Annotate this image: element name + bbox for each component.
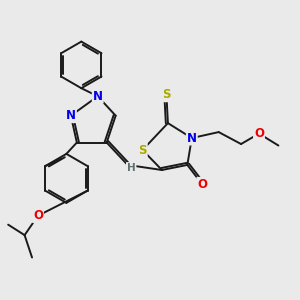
Text: H: H — [127, 163, 136, 173]
Text: N: N — [66, 109, 76, 122]
Text: O: O — [254, 127, 264, 140]
Text: S: S — [138, 143, 147, 157]
Text: O: O — [197, 178, 207, 191]
Text: O: O — [33, 209, 43, 222]
Text: S: S — [162, 88, 171, 101]
Text: N: N — [93, 90, 103, 103]
Text: N: N — [187, 132, 197, 145]
